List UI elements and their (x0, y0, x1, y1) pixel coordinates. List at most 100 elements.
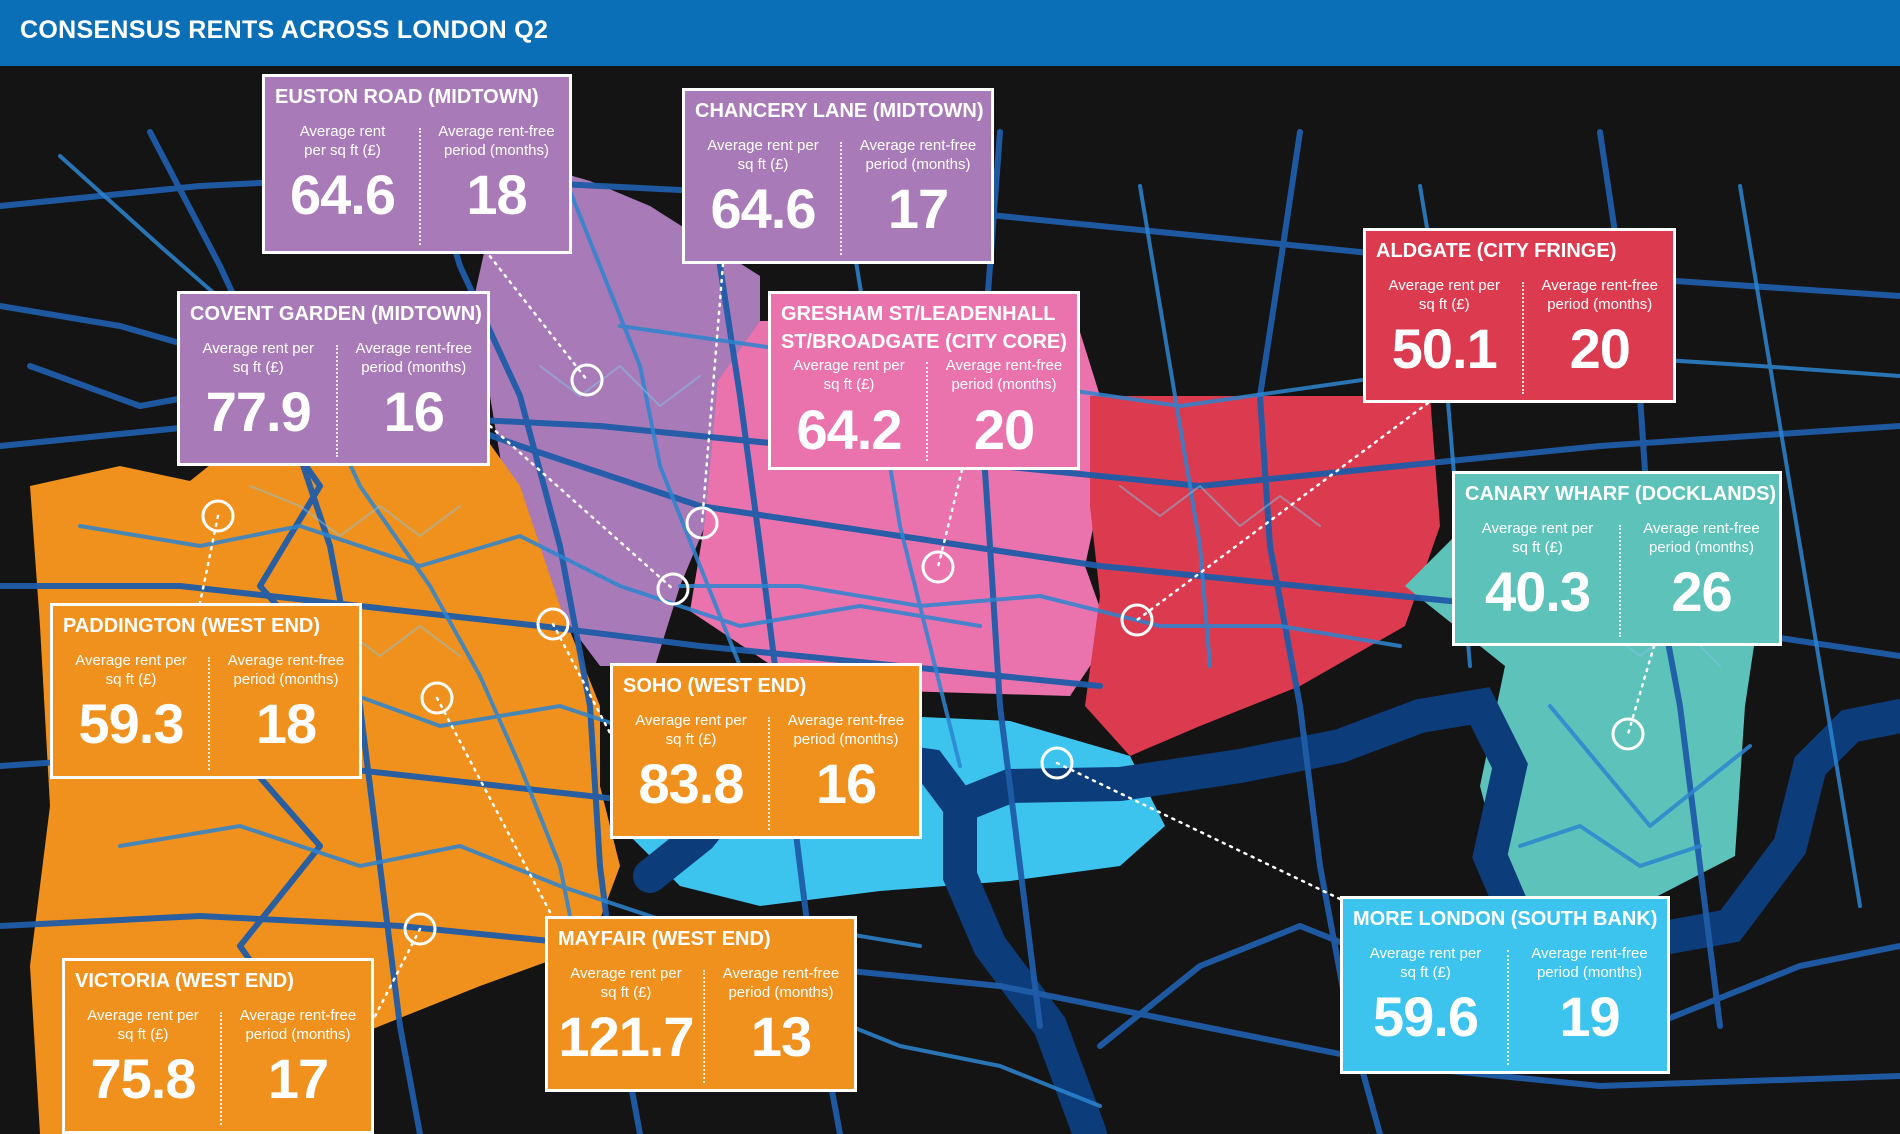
area-card-mayfair: MAYFAIR (WEST END) Average rent per sq ft… (545, 916, 857, 1092)
card-divider (1507, 950, 1509, 1065)
rent-free-label: Average rent-free period (months) (438, 123, 555, 159)
area-name: MAYFAIR (WEST END) (558, 928, 771, 950)
average-rent-value: 40.3 (1485, 560, 1591, 623)
marker-paddington (201, 499, 235, 533)
rent-free-value: 16 (815, 752, 877, 815)
area-card-gresham-st: GRESHAM ST/LEADENHALL ST/BROADGATE (CITY… (768, 291, 1080, 470)
location-markers (201, 363, 1645, 946)
area-name: VICTORIA (WEST END) (75, 970, 294, 992)
rent-label: Average rent per sq ft (£) (793, 357, 905, 393)
marker-canary-wharf (1611, 717, 1645, 751)
average-rent-value: 83.8 (638, 752, 745, 815)
area-card-more-london: MORE LONDON (SOUTH BANK) Average rent per… (1340, 896, 1670, 1074)
area-name: ALDGATE (CITY FRINGE) (1376, 240, 1617, 262)
average-rent-value: 64.2 (796, 398, 903, 461)
leader-canary-wharf (1626, 644, 1656, 736)
area-card-euston-road: EUSTON ROAD (MIDTOWN) Average rent per sq… (262, 74, 572, 254)
rent-free-label: Average rent-free period (months) (722, 965, 840, 1001)
area-name: EUSTON ROAD (MIDTOWN) (275, 86, 539, 108)
average-rent-value: 121.7 (558, 1005, 694, 1068)
rent-free-label: Average rent-free period (months) (239, 1007, 357, 1043)
rent-free-label: Average rent-free period (months) (1643, 520, 1760, 556)
leader-victoria (368, 927, 422, 1028)
area-card-covent-garden: COVENT GARDEN (MIDTOWN) Average rent per … (177, 291, 490, 466)
area-name: PADDINGTON (WEST END) (63, 615, 321, 637)
rent-free-label: Average rent-free period (months) (859, 137, 977, 173)
london-map: EUSTON ROAD (MIDTOWN) Average rent per sq… (0, 66, 1900, 1134)
rent-free-label: Average rent-free period (months) (1541, 277, 1658, 313)
card-divider (768, 717, 770, 830)
area-card-victoria: VICTORIA (WEST END) Average rent per sq f… (62, 958, 374, 1134)
rent-free-value: 13 (750, 1005, 812, 1068)
rent-free-label: Average rent-free period (months) (227, 652, 345, 688)
rent-label: Average rent per sq ft (£) (1481, 520, 1594, 556)
card-divider (419, 128, 421, 245)
rent-free-label: Average rent-free period (months) (1531, 945, 1648, 981)
card-divider (840, 142, 842, 255)
rent-free-value: 17 (267, 1047, 329, 1110)
page-title: CONSENSUS RENTS ACROSS LONDON Q2 (20, 16, 549, 44)
leader-gresham-st (936, 468, 964, 569)
card-divider (1619, 525, 1621, 637)
area-card-aldgate: ALDGATE (CITY FRINGE) Average rent per sq… (1363, 228, 1676, 403)
rent-label: Average rent per sq ft (£) (202, 340, 314, 376)
rent-free-value: 17 (887, 177, 949, 240)
rent-free-label: Average rent-free period (months) (787, 712, 905, 748)
marker-euston-road (570, 363, 604, 397)
card-divider (703, 970, 705, 1083)
average-rent-value: 75.8 (90, 1047, 197, 1110)
card-divider (1521, 282, 1524, 394)
area-card-soho: SOHO (WEST END) Average rent per sq ft (£… (610, 663, 922, 839)
card-divider (335, 345, 338, 457)
area-card-canary-wharf: CANARY WHARF (DOCKLANDS) Average rent per… (1452, 471, 1782, 646)
rent-free-label: Average rent-free period (months) (355, 340, 472, 376)
rent-free-value: 18 (255, 692, 317, 755)
rent-free-value: 19 (1559, 985, 1620, 1048)
marker-chancery-lane (685, 506, 719, 540)
marker-gresham-st (921, 550, 955, 584)
rent-label: Average rent per sq ft (£) (1388, 277, 1500, 313)
leader-euston-road (483, 248, 589, 382)
marker-more-london (1040, 746, 1074, 780)
rent-label: Average rent per sq ft (£) (87, 1007, 199, 1043)
rent-label: Average rent per sq ft (£) (299, 123, 386, 159)
average-rent-value: 59.6 (1373, 985, 1479, 1048)
rent-label: Average rent per sq ft (£) (635, 712, 747, 748)
rent-free-value: 20 (973, 398, 1035, 461)
area-name: CHANCERY LANE (MIDTOWN) (695, 100, 984, 122)
rent-label: Average rent per sq ft (£) (570, 965, 682, 1001)
area-card-chancery-lane: CHANCERY LANE (MIDTOWN) Average rent per … (682, 88, 994, 264)
rent-label: Average rent per sq ft (£) (707, 137, 819, 173)
rent-free-value: 18 (466, 163, 527, 226)
area-name: MORE LONDON (SOUTH BANK) (1353, 908, 1658, 930)
card-divider (208, 657, 210, 770)
average-rent-value: 50.1 (1391, 317, 1498, 380)
title-bar: CONSENSUS RENTS ACROSS LONDON Q2 (0, 0, 1900, 66)
area-card-paddington: PADDINGTON (WEST END) Average rent per sq… (50, 603, 362, 779)
area-name: SOHO (WEST END) (623, 675, 807, 697)
average-rent-value: 77.9 (205, 380, 312, 443)
marker-covent-garden (656, 572, 690, 606)
leader-lines (198, 248, 1656, 1028)
area-name: CANARY WHARF (DOCKLANDS) (1465, 483, 1777, 505)
marker-soho (536, 607, 570, 641)
average-rent-value: 64.6 (710, 177, 817, 240)
rent-free-value: 16 (383, 380, 445, 443)
leader-chancery-lane (700, 262, 725, 525)
marker-victoria (403, 912, 437, 946)
marker-aldgate (1120, 603, 1154, 637)
card-divider (926, 362, 928, 461)
rent-free-value: 20 (1569, 317, 1631, 380)
card-divider (220, 1012, 222, 1125)
rent-free-label: Average rent-free period (months) (945, 357, 1063, 393)
rent-label: Average rent per sq ft (£) (75, 652, 187, 688)
rent-label: Average rent per sq ft (£) (1369, 945, 1482, 981)
area-name: GRESHAM ST/LEADENHALL ST/BROADGATE (CITY… (781, 303, 1067, 353)
area-name: COVENT GARDEN (MIDTOWN) (190, 303, 482, 325)
leader-covent-garden (488, 424, 675, 591)
average-rent-value: 64.6 (290, 163, 396, 226)
rent-free-value: 26 (1671, 560, 1732, 623)
marker-mayfair (420, 681, 454, 715)
average-rent-value: 59.3 (78, 692, 185, 755)
